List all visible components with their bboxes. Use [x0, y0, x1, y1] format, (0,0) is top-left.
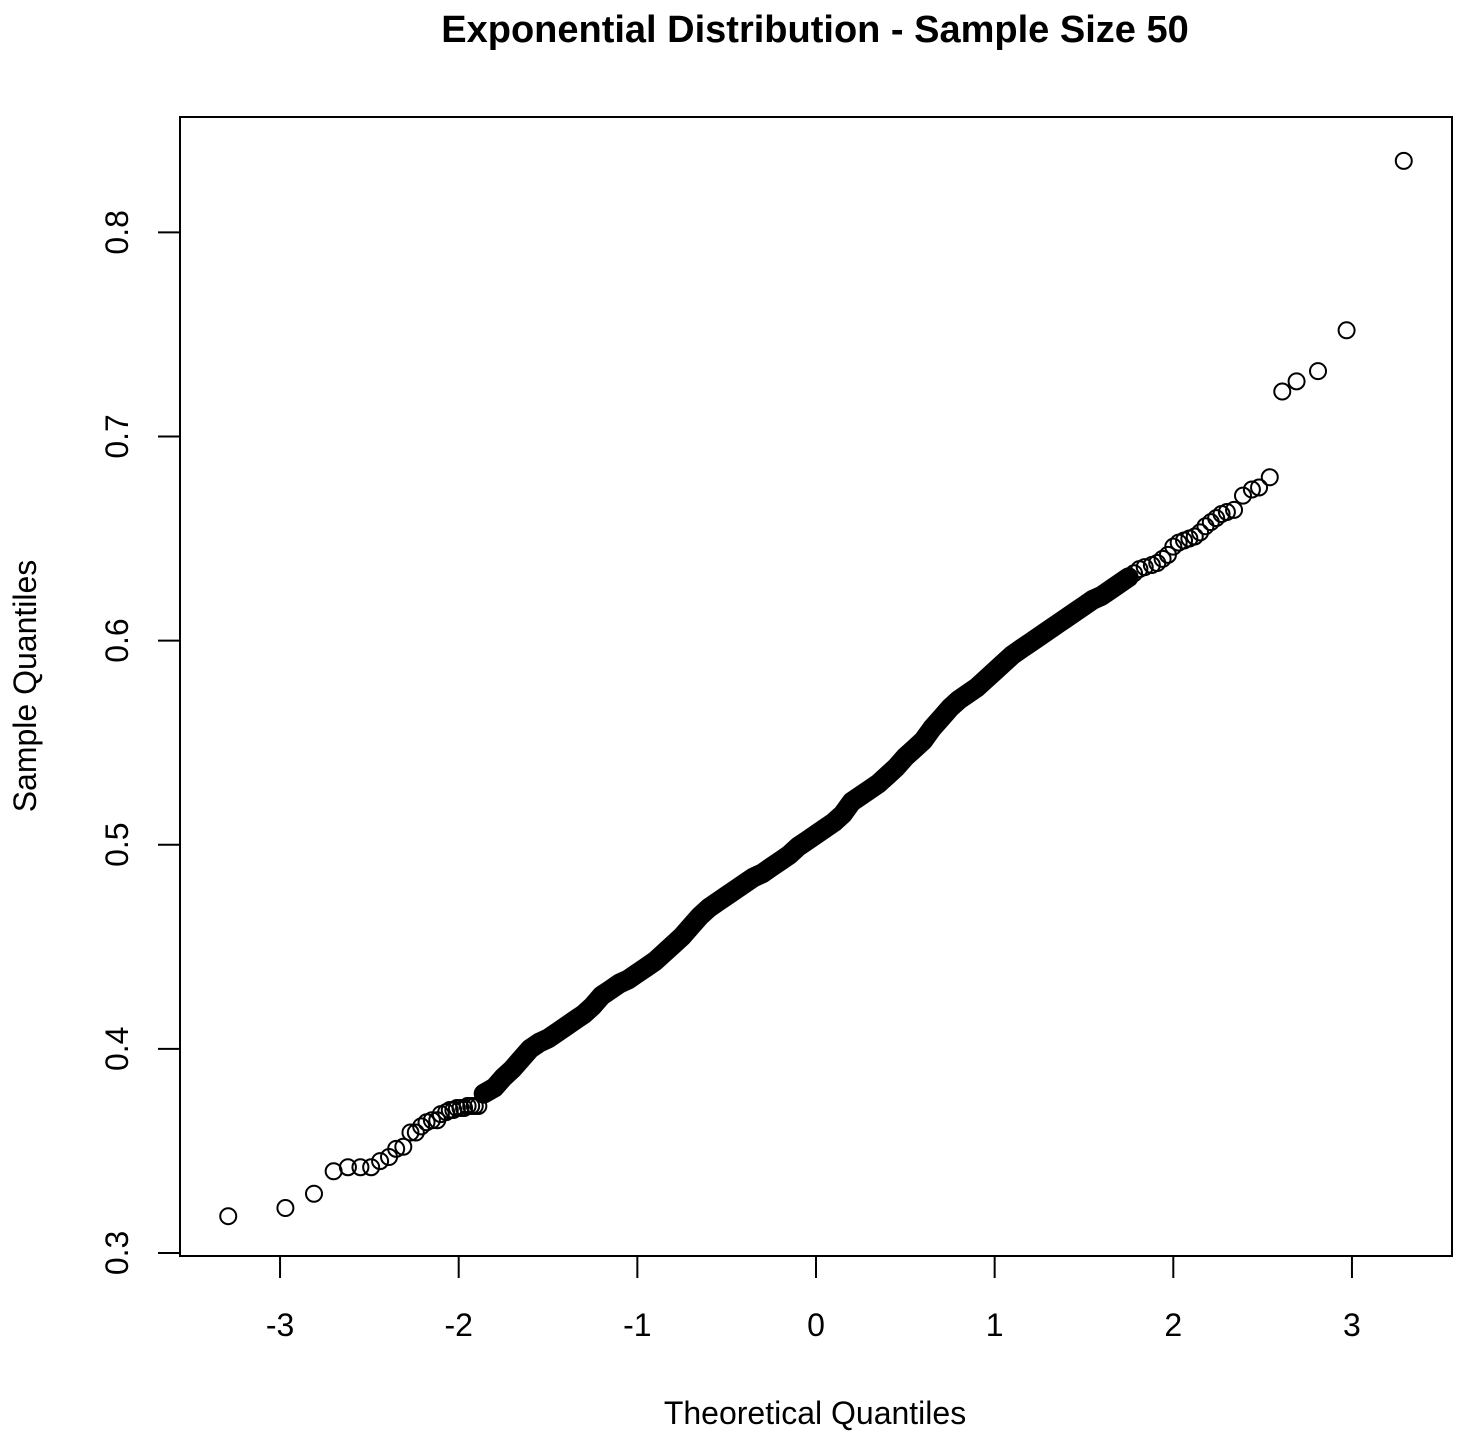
data-point	[1201, 513, 1220, 532]
data-point	[1164, 537, 1183, 556]
data-point	[406, 1123, 425, 1142]
data-point	[1287, 372, 1306, 391]
x-axis: -3 -2 -1 0 1 2 3	[266, 1255, 1361, 1343]
y-tick-label: 0.8	[99, 210, 135, 254]
data-point	[1337, 321, 1356, 340]
y-tick-label: 0.7	[99, 414, 135, 458]
data-point	[1250, 478, 1269, 497]
y-axis: 0.3 0.4 0.5 0.6 0.7 0.8	[99, 210, 181, 1275]
data-point	[1233, 486, 1252, 505]
x-tick-label: 2	[1164, 1307, 1182, 1343]
y-axis-title: Sample Quantiles	[7, 560, 43, 813]
x-tick-label: 3	[1343, 1307, 1361, 1343]
data-point	[422, 1111, 441, 1130]
data-point	[1225, 500, 1244, 519]
data-point	[1260, 468, 1279, 487]
data-point	[1394, 151, 1413, 170]
x-tick-label: 0	[807, 1307, 825, 1343]
plot-frame	[179, 116, 1453, 1257]
y-tick-label: 0.3	[99, 1231, 135, 1275]
data-point	[1309, 362, 1328, 381]
y-tick-label: 0.5	[99, 822, 135, 866]
x-tick-label: -3	[266, 1307, 294, 1343]
data-point	[401, 1123, 420, 1142]
data-point	[1242, 480, 1261, 499]
y-tick-label: 0.6	[99, 618, 135, 662]
dense-point-band	[473, 567, 1139, 1104]
data-point	[1273, 382, 1292, 401]
data-point	[351, 1158, 370, 1177]
data-point	[219, 1207, 238, 1226]
x-axis-title: Theoretical Quantiles	[664, 1395, 966, 1431]
x-tick-label: -2	[444, 1307, 472, 1343]
data-point	[304, 1184, 323, 1203]
data-point	[387, 1139, 406, 1158]
data-point	[371, 1152, 390, 1171]
data-point	[338, 1158, 357, 1177]
data-point	[1207, 509, 1226, 528]
data-point	[362, 1158, 381, 1177]
y-tick-label: 0.4	[99, 1027, 135, 1071]
data-point	[1217, 502, 1236, 521]
data-point	[276, 1199, 295, 1218]
data-points	[219, 151, 1413, 1226]
x-tick-label: -1	[623, 1307, 651, 1343]
data-point	[1185, 527, 1204, 546]
data-point	[412, 1117, 431, 1136]
data-point	[1135, 558, 1154, 577]
chart-title: Exponential Distribution - Sample Size 5…	[441, 9, 1188, 51]
data-point	[455, 1099, 474, 1118]
data-point	[1153, 549, 1172, 568]
x-tick-label: 1	[986, 1307, 1004, 1343]
data-point	[1191, 523, 1210, 542]
data-point	[394, 1137, 413, 1156]
